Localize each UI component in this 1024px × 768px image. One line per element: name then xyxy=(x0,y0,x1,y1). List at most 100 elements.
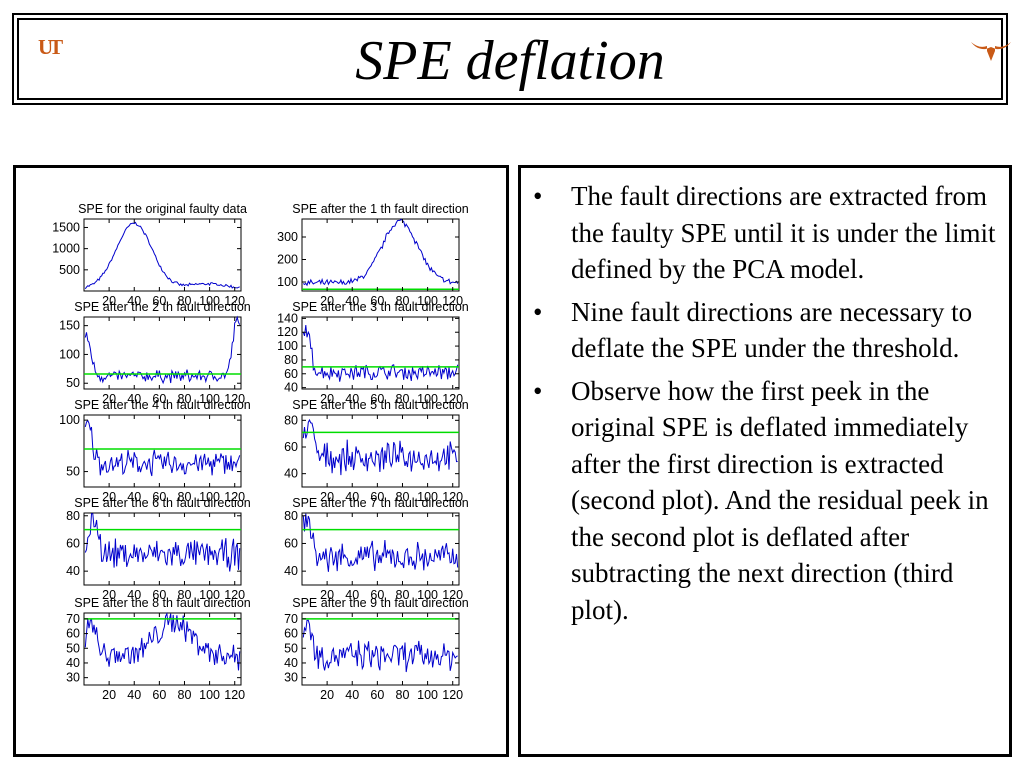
x-tick-label: 40 xyxy=(127,392,141,406)
y-tick-label: 50 xyxy=(66,376,80,390)
subplot-title: SPE after the 4 th fault direction xyxy=(74,398,251,412)
x-tick-label: 20 xyxy=(102,688,116,702)
spe-series-line xyxy=(302,619,458,673)
x-tick-label: 80 xyxy=(396,294,410,308)
x-tick-label: 120 xyxy=(224,688,245,702)
x-tick-label: 20 xyxy=(102,490,116,504)
y-tick-label: 500 xyxy=(59,263,80,277)
subplot: SPE after the 5 th fault direction 20 40 60… xyxy=(284,398,469,504)
x-tick-label: 120 xyxy=(224,588,245,602)
bullet-dot-icon: • xyxy=(533,181,543,211)
x-tick-label: 120 xyxy=(224,392,245,406)
x-tick-label: 100 xyxy=(199,688,220,702)
x-tick-label: 40 xyxy=(345,688,359,702)
bullet-item: • Nine fault directions are necessary to … xyxy=(533,294,1005,367)
x-tick-label: 60 xyxy=(152,688,166,702)
subplot: SPE after the 8 th fault direction 20 40 60… xyxy=(66,596,251,702)
x-tick-label: 100 xyxy=(417,392,438,406)
y-tick-label: 70 xyxy=(66,612,80,626)
y-tick-label: 120 xyxy=(277,325,298,339)
bullet-text: Nine fault directions are necessary to d… xyxy=(571,296,973,364)
subplot: SPE after the 4 th fault direction 20 40 60… xyxy=(59,398,251,504)
axes-box xyxy=(301,512,460,586)
axes-box xyxy=(301,414,460,488)
y-tick-label: 80 xyxy=(66,509,80,523)
x-tick-label: 20 xyxy=(320,392,334,406)
figure-panel: SPE for the original faulty data 20 40 60 80… xyxy=(13,165,509,757)
x-tick-label: 120 xyxy=(442,294,463,308)
x-tick-label: 60 xyxy=(152,490,166,504)
axes-box xyxy=(83,414,242,488)
y-tick-label: 40 xyxy=(284,656,298,670)
axes-box xyxy=(301,612,460,686)
x-tick-label: 100 xyxy=(417,688,438,702)
x-tick-label: 80 xyxy=(178,588,192,602)
subplot: SPE after the 1 th fault direction 20 40 60… xyxy=(277,202,469,308)
bullet-text: Observe how the first peek in the origin… xyxy=(571,375,989,625)
y-tick-label: 40 xyxy=(66,656,80,670)
x-tick-label: 60 xyxy=(370,392,384,406)
x-tick-label: 60 xyxy=(370,490,384,504)
x-tick-label: 40 xyxy=(127,588,141,602)
slide-title: SPE deflation xyxy=(355,30,665,92)
title-frame: UT SPE deflation xyxy=(12,13,1011,105)
title-frame-inner xyxy=(17,18,1003,100)
y-tick-label: 80 xyxy=(284,353,298,367)
subplot: SPE for the original faulty data 20 40 60 80… xyxy=(52,202,247,308)
x-tick-label: 60 xyxy=(370,688,384,702)
subplot: SPE after the 7 th fault direction 20 40 60… xyxy=(284,496,469,602)
axes-box xyxy=(301,316,460,390)
y-tick-label: 40 xyxy=(66,564,80,578)
x-tick-label: 100 xyxy=(199,294,220,308)
x-tick-label: 120 xyxy=(442,392,463,406)
x-tick-label: 60 xyxy=(152,294,166,308)
ut-logo: UT xyxy=(38,35,63,59)
y-tick-label: 50 xyxy=(66,465,80,479)
x-tick-label: 120 xyxy=(442,588,463,602)
y-tick-label: 60 xyxy=(66,627,80,641)
bullet-list: • The fault directions are extracted from… xyxy=(521,168,1009,628)
spe-series-line xyxy=(302,218,459,287)
axes-box xyxy=(83,512,242,586)
x-tick-label: 40 xyxy=(127,688,141,702)
y-tick-label: 1000 xyxy=(52,242,80,256)
axes-box xyxy=(83,218,242,292)
x-tick-label: 80 xyxy=(178,688,192,702)
x-tick-label: 120 xyxy=(442,688,463,702)
x-tick-label: 40 xyxy=(345,490,359,504)
axes-box xyxy=(301,218,460,292)
y-tick-label: 1500 xyxy=(52,220,80,234)
subplot-title: SPE after the 8 th fault direction xyxy=(74,596,251,610)
y-tick-label: 30 xyxy=(66,671,80,685)
x-tick-label: 40 xyxy=(345,392,359,406)
y-tick-label: 40 xyxy=(284,564,298,578)
subplot-title: SPE after the 6 th fault direction xyxy=(74,496,251,510)
spe-series-line xyxy=(84,611,241,671)
x-tick-label: 100 xyxy=(199,392,220,406)
x-tick-label: 20 xyxy=(102,392,116,406)
x-tick-label: 80 xyxy=(396,392,410,406)
y-tick-label: 40 xyxy=(284,381,298,395)
y-tick-label: 60 xyxy=(284,367,298,381)
x-tick-label: 80 xyxy=(178,294,192,308)
x-tick-label: 60 xyxy=(152,392,166,406)
x-tick-label: 80 xyxy=(396,688,410,702)
y-tick-label: 80 xyxy=(284,413,298,427)
y-tick-label: 30 xyxy=(284,671,298,685)
x-tick-label: 100 xyxy=(417,588,438,602)
y-tick-label: 300 xyxy=(277,230,298,244)
subplot: SPE after the 9 th fault direction 20 40 60… xyxy=(284,596,469,702)
axes-box xyxy=(83,612,242,686)
x-tick-label: 20 xyxy=(320,490,334,504)
subplot-title: SPE after the 2 th fault direction xyxy=(74,300,251,314)
x-tick-label: 20 xyxy=(320,688,334,702)
bullet-dot-icon: • xyxy=(533,296,543,327)
y-tick-label: 100 xyxy=(59,413,80,427)
x-tick-label: 120 xyxy=(224,294,245,308)
bullet-item: • The fault directions are extracted from… xyxy=(533,178,1005,288)
spe-series-line xyxy=(84,221,240,290)
spe-series-line xyxy=(302,513,459,572)
y-tick-label: 80 xyxy=(284,509,298,523)
x-tick-label: 100 xyxy=(417,294,438,308)
